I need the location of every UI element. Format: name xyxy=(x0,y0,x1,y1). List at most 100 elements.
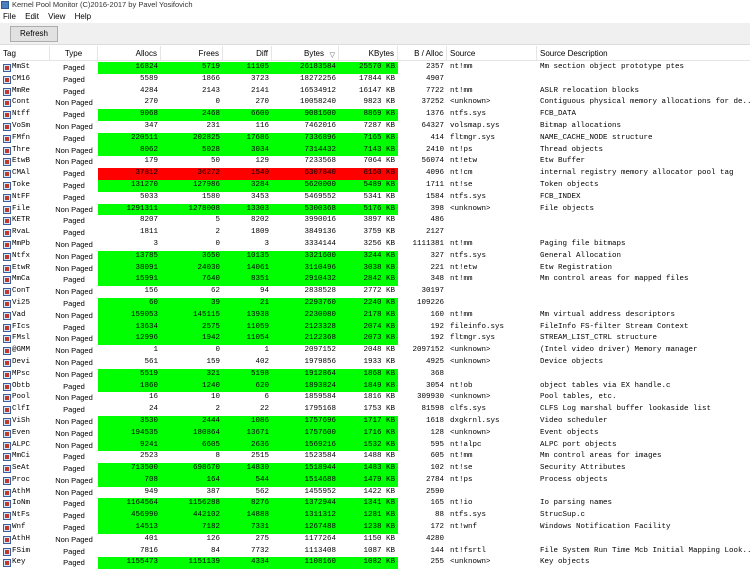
source-cell: ntfs.sys xyxy=(450,251,487,260)
table-row[interactable]: Vad Non Paged 159053 145115 13938 2230080 2178… xyxy=(0,309,750,322)
table-row[interactable]: Ntfx Non Paged 13785 3650 10135 3321600 3244 K… xyxy=(0,250,750,263)
table-row[interactable]: MPsc Non Paged 5519 321 5198 1912864 1868 KB 36… xyxy=(0,368,750,381)
table-row[interactable]: Devi Non Paged 561 159 402 1979856 1933 KB 4925… xyxy=(0,357,750,369)
table-row[interactable]: FSim Paged 7816 84 7732 1113408 1087 KB 144 nt!f… xyxy=(0,546,750,558)
desc-cell: FCB_INDEX xyxy=(540,192,581,201)
allocs-cell: 9068 xyxy=(98,109,161,121)
kbytes-cell: 2074 KB xyxy=(339,321,398,334)
diff-cell: 402 xyxy=(255,357,269,366)
menu-file[interactable]: File xyxy=(3,12,16,21)
source-cell: fltmgr.sys xyxy=(450,133,496,142)
pool-tag-icon xyxy=(3,488,11,497)
table-row[interactable]: Wnf Paged 14513 7182 7331 1267488 1238 KB 172 nt… xyxy=(0,522,750,534)
pool-tag-icon xyxy=(3,158,11,167)
table-row[interactable]: AthH Non Paged 401 126 275 1177264 1150 KB 4280 xyxy=(0,534,750,546)
table-row[interactable]: ALPC Non Paged 9241 6605 2636 1569216 1532 KB 5… xyxy=(0,439,750,452)
tag-label: NtFF xyxy=(12,192,31,201)
table-row[interactable]: MmSt Paged 16824 5719 11105 26183584 25570 KB 2… xyxy=(0,62,750,74)
col-type[interactable]: Type xyxy=(50,46,98,61)
desc-cell xyxy=(537,215,750,227)
col-balloc[interactable]: B / Alloc xyxy=(398,46,447,61)
pool-tag-icon xyxy=(3,252,11,261)
frees-cell: 698670 xyxy=(161,463,223,475)
table-row[interactable]: FMsl Non Paged 12996 1942 11054 2122368 2073 K… xyxy=(0,333,750,346)
table-row[interactable]: MmCa Paged 15991 7640 8351 2910432 2842 KB 348 n… xyxy=(0,274,750,287)
tag-cell: AthH xyxy=(0,534,50,546)
bytes-cell: 1893824 xyxy=(272,380,339,393)
table-row[interactable]: ClfI Paged 24 2 22 1795168 1753 KB 81598 clfs.sy… xyxy=(0,404,750,416)
table-row[interactable]: FIcs Paged 13634 2575 11059 2123328 2074 KB 192… xyxy=(0,321,750,334)
table-row[interactable]: ConT Non Paged 156 62 94 2838528 2772 KB 30197 xyxy=(0,286,750,298)
type-cell: Non Paged xyxy=(55,357,93,367)
table-row[interactable]: AthM Non Paged 949 387 562 1455952 1422 KB 2590 xyxy=(0,487,750,499)
table-row[interactable]: MmRe Paged 4284 2143 2141 16534912 16147 KB 772… xyxy=(0,86,750,98)
table-row[interactable]: Cont Non Paged 270 0 270 10058240 9823 KB 37252… xyxy=(0,97,750,109)
table-row[interactable]: NtFs Paged 456990 442102 14888 1311312 1281 KB… xyxy=(0,510,750,523)
diff-cell: 1 xyxy=(264,346,269,355)
source-cell: nt!mm xyxy=(450,63,473,71)
table-row[interactable]: Toke Paged 131270 127986 3284 5620000 5489 KB 1… xyxy=(0,179,750,192)
kbytes-cell: 7064 KB xyxy=(363,157,395,166)
col-diff[interactable]: Diff xyxy=(223,46,272,61)
table-row[interactable]: VoSm Non Paged 347 231 116 7462016 7287 KB 6432… xyxy=(0,121,750,133)
source-cell xyxy=(447,227,537,239)
table-row[interactable]: MmPb Non Paged 3 0 3 3334144 3256 KB 1111381 nt!… xyxy=(0,239,750,251)
balloc-cell: 1376 xyxy=(425,110,444,119)
kbytes-cell: 2048 KB xyxy=(363,346,395,355)
tag-label: CM16 xyxy=(12,74,31,83)
bytes-cell: 5469552 xyxy=(304,192,336,201)
table-row[interactable]: SeAt Paged 713500 698670 14830 1518944 1483 KB… xyxy=(0,463,750,475)
col-kbytes[interactable]: KBytes xyxy=(339,46,398,61)
table-row[interactable]: Even Non Paged 194535 180864 13671 1757600 171… xyxy=(0,427,750,440)
table-row[interactable]: EtwB Non Paged 179 50 129 7233568 7064 KB 56074… xyxy=(0,156,750,168)
table-row[interactable]: Key Paged 1155473 1151139 4334 1108160 1082 KB… xyxy=(0,557,750,570)
table-row[interactable]: Thre Non Paged 8062 5028 3034 7314432 7143 KB 2… xyxy=(0,144,750,157)
source-cell: clfs.sys xyxy=(450,405,487,414)
allocs-cell: 37812 xyxy=(98,168,161,180)
col-source-description[interactable]: Source Description xyxy=(540,49,608,58)
table-row[interactable]: EtwR Non Paged 38091 24030 14061 3110496 3038 … xyxy=(0,262,750,275)
desc-cell: Pool tables, etc. xyxy=(540,393,617,402)
table-row[interactable]: Obtb Paged 1860 1240 620 1893824 1849 KB 3054 nt… xyxy=(0,380,750,393)
type-cell: Non Paged xyxy=(55,239,93,249)
kbytes-cell: 3244 KB xyxy=(339,250,398,263)
col-allocs[interactable]: Allocs xyxy=(98,46,161,61)
menu-edit[interactable]: Edit xyxy=(25,12,39,21)
table-row[interactable]: ViSh Non Paged 3530 2444 1086 1757696 1717 KB 1… xyxy=(0,415,750,428)
table-row[interactable]: @GMM Non Paged 1 0 1 2097152 2048 KB 2097152 <un… xyxy=(0,345,750,357)
diff-cell: 6 xyxy=(264,393,269,402)
type-cell: Paged xyxy=(63,499,85,509)
table-row[interactable]: Pool Non Paged 16 10 6 1859584 1816 KB 309930 <u… xyxy=(0,392,750,404)
balloc-cell: 221 xyxy=(430,263,444,272)
refresh-button[interactable]: Refresh xyxy=(10,26,58,42)
table-row[interactable]: FMfn Paged 220511 202825 17686 7336896 7165 KB… xyxy=(0,132,750,145)
table-row[interactable]: NtFF Paged 5033 1580 3453 5469552 5341 KB 1584 n… xyxy=(0,192,750,204)
desc-cell: Mm section object prototype ptes xyxy=(540,63,685,71)
col-bytes[interactable]: Bytes ▽ xyxy=(272,46,339,61)
bytes-cell: 7314432 xyxy=(272,144,339,157)
menu-view[interactable]: View xyxy=(48,12,66,21)
col-bytes-label: Bytes xyxy=(303,49,324,58)
table-row[interactable]: IoNm Paged 1164564 1156288 8276 1372944 1341 K… xyxy=(0,498,750,511)
table-row[interactable]: Vi25 Paged 60 39 21 2293760 2240 KB 109226 xyxy=(0,297,750,310)
col-tag[interactable]: Tag xyxy=(0,46,50,61)
desc-cell: StrucSup.c xyxy=(540,511,586,520)
table-row[interactable]: KETR Paged 8207 5 8202 3990016 3897 KB 486 xyxy=(0,215,750,227)
diff-cell: 22 xyxy=(259,405,269,414)
table-row[interactable]: RvaL Paged 1811 2 1809 3849136 3759 KB 2127 xyxy=(0,227,750,239)
table-row[interactable]: Proc Non Paged 708 164 544 1514688 1479 KB 2784… xyxy=(0,474,750,487)
frees-cell: 39 xyxy=(161,297,223,310)
menu-help[interactable]: Help xyxy=(74,12,92,21)
table-row[interactable]: File Non Paged 1291311 1278008 13303 5300368 5… xyxy=(0,203,750,216)
frees-cell: 164 xyxy=(161,474,223,487)
col-frees[interactable]: Frees xyxy=(161,46,223,61)
col-source[interactable]: Source xyxy=(447,46,537,61)
pool-tag-icon xyxy=(3,75,11,84)
pool-tag-icon xyxy=(3,181,11,190)
table-row[interactable]: MmCi Paged 2523 8 2515 1523584 1488 KB 605 nt!mm… xyxy=(0,451,750,463)
table-row[interactable]: CM16 Paged 5589 1866 3723 18272256 17844 KB 490… xyxy=(0,74,750,86)
allocs-cell: 1155473 xyxy=(98,557,161,570)
diff-cell: 17686 xyxy=(223,132,272,145)
table-row[interactable]: CMAl Paged 37812 36272 1540 6307840 6160 KB 409… xyxy=(0,168,750,180)
table-row[interactable]: Ntff Paged 9068 2468 6600 9081600 8869 KB 1376 n… xyxy=(0,109,750,121)
